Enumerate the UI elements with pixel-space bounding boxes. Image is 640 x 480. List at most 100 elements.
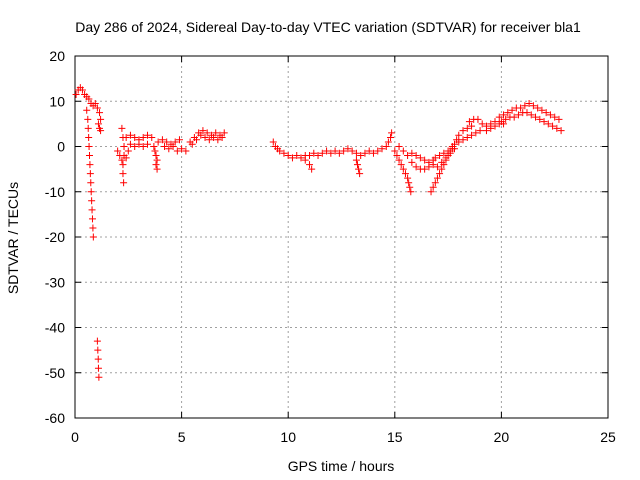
data-point: [175, 136, 183, 144]
data-point: [88, 197, 96, 205]
data-point: [361, 149, 369, 157]
data-point: [94, 346, 102, 354]
data-point: [446, 149, 454, 157]
data-point: [551, 113, 559, 121]
data-point: [431, 154, 439, 162]
data-point: [178, 145, 186, 153]
data-point: [119, 170, 127, 178]
data-point: [378, 145, 386, 153]
data-point: [463, 124, 471, 132]
data-point: [438, 158, 446, 166]
data-point: [85, 133, 93, 141]
data-point: [391, 147, 399, 155]
data-point: [323, 147, 331, 155]
data-point: [412, 163, 420, 171]
data-point: [88, 206, 96, 214]
data-point: [97, 127, 105, 135]
data-point: [421, 156, 429, 164]
data-point: [523, 109, 531, 117]
data-point: [421, 165, 429, 173]
data-point: [399, 165, 407, 173]
data-point: [203, 129, 211, 137]
data-point: [344, 145, 352, 153]
data-point: [114, 147, 122, 155]
data-point: [210, 133, 218, 141]
data-point: [472, 129, 480, 137]
data-point: [393, 152, 401, 160]
y-tick-labels: -60 -50 -40 -30 -20 -10 0 10 20: [45, 48, 65, 426]
data-point: [487, 124, 495, 132]
y-tick-label: -60: [45, 410, 65, 426]
data-point: [436, 170, 444, 178]
data-point: [139, 133, 147, 141]
data-point: [465, 118, 473, 126]
data-point: [382, 143, 390, 150]
data-point: [468, 131, 476, 139]
data-point: [94, 364, 102, 372]
axis-ticks: [74, 55, 609, 419]
data-point: [131, 143, 139, 150]
data-point: [500, 120, 508, 128]
data-point: [405, 179, 413, 187]
data-point: [442, 154, 450, 162]
data-point: [78, 86, 86, 94]
data-point: [163, 138, 171, 146]
data-point: [120, 179, 128, 187]
data-point: [93, 104, 101, 112]
data-point: [153, 156, 161, 164]
data-point: [96, 109, 104, 117]
data-point: [89, 224, 97, 232]
data-point: [173, 147, 181, 155]
data-point: [126, 131, 134, 139]
data-point: [527, 111, 535, 119]
data-point: [404, 152, 412, 160]
data-point: [425, 158, 433, 166]
data-point: [218, 133, 226, 141]
data-point: [120, 143, 128, 150]
data-point: [154, 138, 162, 146]
data-point: [143, 140, 151, 148]
data-point: [416, 154, 424, 162]
data-point: [555, 115, 563, 123]
data-point: [384, 138, 392, 146]
data-point: [118, 124, 126, 132]
data-point: [288, 154, 296, 162]
x-tick-label: 5: [178, 429, 186, 445]
data-point: [440, 149, 448, 157]
data-point: [84, 124, 92, 132]
data-point: [131, 133, 139, 141]
x-tick-label: 10: [280, 429, 296, 445]
data-point: [331, 147, 339, 155]
data-point: [352, 149, 360, 157]
data-point: [197, 131, 205, 139]
data-point: [510, 113, 518, 121]
x-tick-label: 25: [600, 429, 616, 445]
data-point: [388, 129, 396, 137]
x-tick-labels: 0 5 10 15 20 25: [71, 429, 616, 445]
grid: [75, 56, 608, 418]
data-point: [412, 152, 420, 160]
data-point: [72, 90, 80, 98]
data-point: [536, 115, 544, 123]
data-point: [199, 127, 207, 135]
chart-title: Day 286 of 2024, Sidereal Day-to-day VTE…: [75, 19, 581, 35]
data-point: [459, 136, 467, 144]
data-point: [126, 140, 134, 148]
data-point: [150, 143, 158, 150]
data-point: [97, 115, 105, 123]
data-point: [214, 136, 222, 144]
data-point: [478, 120, 486, 128]
data-point: [532, 113, 540, 121]
data-point: [85, 143, 93, 150]
data-point: [521, 102, 529, 110]
data-point: [348, 147, 356, 155]
data-point: [84, 115, 92, 123]
data-point: [297, 154, 305, 162]
data-point: [408, 149, 416, 157]
y-tick-label: -50: [45, 365, 65, 381]
data-point: [356, 170, 364, 178]
data-point: [314, 152, 322, 160]
data-point: [538, 106, 546, 114]
data-point: [553, 124, 561, 132]
